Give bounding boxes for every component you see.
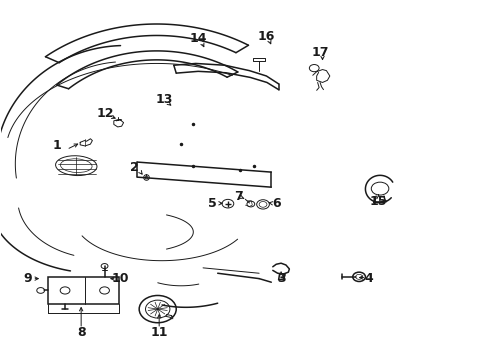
Text: 13: 13 <box>155 93 172 106</box>
Text: 9: 9 <box>23 272 32 285</box>
Bar <box>48 277 119 304</box>
Text: 4: 4 <box>364 272 372 285</box>
Text: 16: 16 <box>257 30 275 43</box>
Text: 11: 11 <box>150 326 167 339</box>
Text: 12: 12 <box>97 107 114 120</box>
Text: 5: 5 <box>208 197 217 210</box>
Text: 6: 6 <box>271 197 280 210</box>
Text: 8: 8 <box>77 326 85 339</box>
Text: 10: 10 <box>111 272 129 285</box>
Text: 14: 14 <box>189 32 206 45</box>
Text: 3: 3 <box>276 272 285 285</box>
Text: 15: 15 <box>369 195 386 208</box>
Text: 2: 2 <box>130 161 139 174</box>
Text: 7: 7 <box>233 190 242 203</box>
Text: 17: 17 <box>311 46 328 59</box>
Text: 1: 1 <box>52 139 61 152</box>
